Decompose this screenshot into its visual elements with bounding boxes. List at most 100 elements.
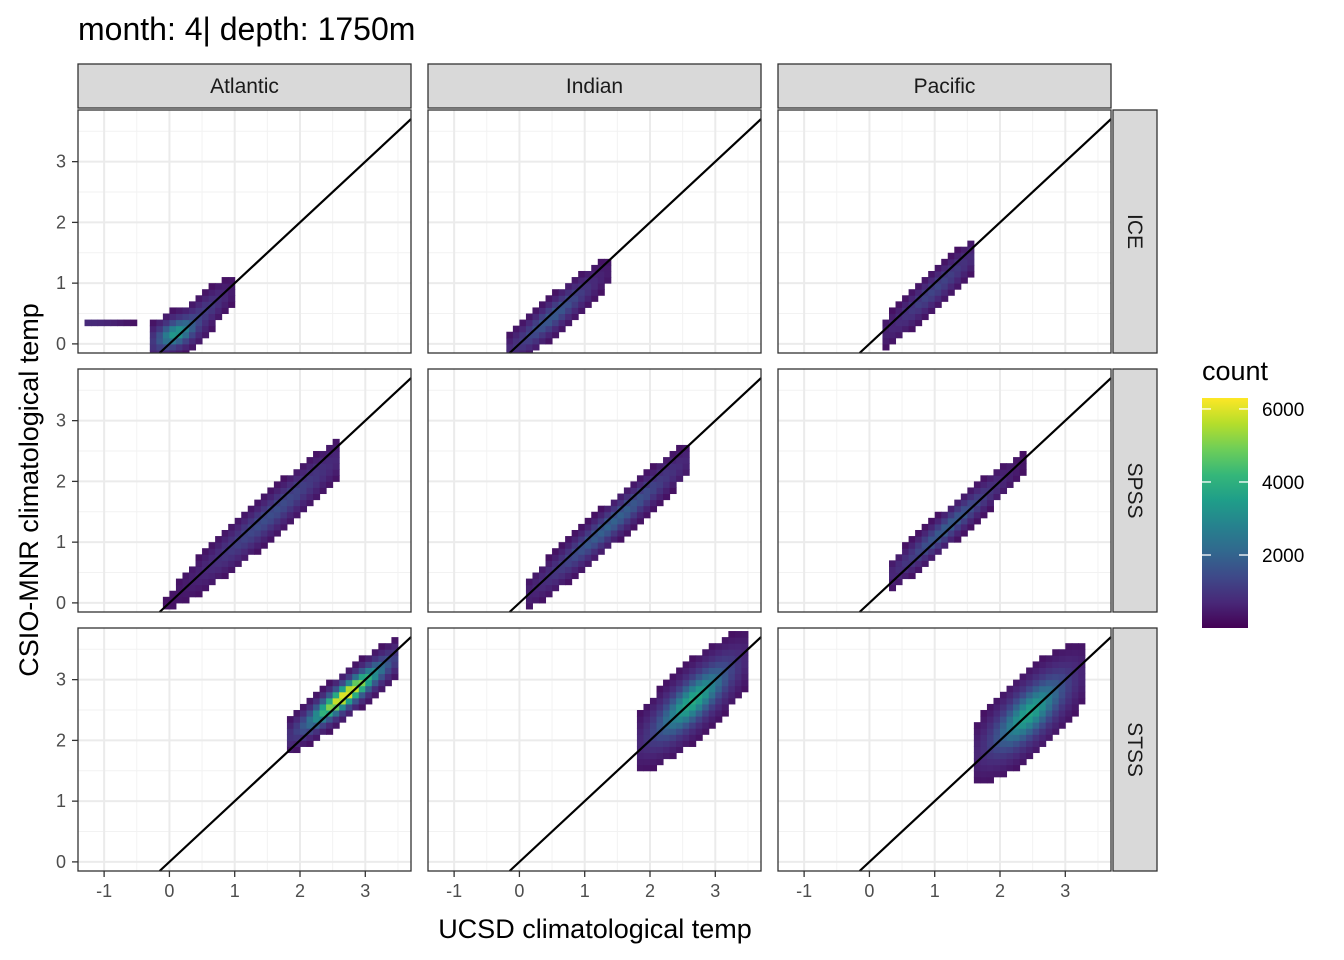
heatmap-cell [636, 734, 644, 741]
heatmap-cell [319, 685, 327, 693]
heatmap-cell [921, 560, 929, 567]
heatmap-cell [228, 295, 236, 302]
heatmap-cell [208, 307, 216, 315]
heatmap-cell [597, 277, 605, 284]
heatmap-cell [519, 349, 527, 354]
heatmap-cell [708, 710, 716, 717]
heatmap-cell [682, 740, 690, 747]
heatmap-cell [934, 283, 942, 290]
heatmap-cell [247, 542, 255, 549]
heatmap-cell [545, 578, 553, 586]
y-tick-label: 3 [56, 152, 66, 172]
heatmap-cell [319, 722, 327, 729]
legend: count 2000 4000 6000 [1202, 356, 1304, 628]
heatmap-cell [215, 566, 223, 574]
heatmap-cell [260, 542, 268, 549]
heatmap-cell [584, 301, 592, 308]
heatmap-cell [941, 536, 949, 543]
heatmap-cell [162, 313, 170, 321]
heatmap-cell [326, 722, 334, 729]
y-axis-title: CSIO-MNR climatological temp [14, 303, 44, 677]
heatmap-cell [326, 444, 334, 452]
heatmap-cell [702, 691, 710, 699]
x-tick-label: 1 [580, 881, 590, 901]
heatmap-cell [1052, 716, 1060, 723]
heatmap-cell [1058, 722, 1066, 729]
heatmap-cell [708, 673, 716, 681]
heatmap-cell [676, 697, 684, 705]
heatmap-cell [980, 770, 988, 778]
heatmap-cell [378, 679, 386, 687]
heatmap-cell [202, 331, 210, 339]
heatmap-cell [689, 691, 697, 699]
heatmap-cell [1006, 685, 1014, 693]
heatmap-cell [663, 728, 671, 735]
heatmap-cell [189, 343, 197, 351]
heatmap-cell [643, 475, 651, 482]
heatmap-cell [584, 295, 592, 302]
heatmap-cell [571, 572, 579, 580]
heatmap-cell [980, 511, 988, 519]
heatmap-cell [986, 770, 994, 778]
heatmap-cell [352, 673, 360, 681]
heatmap-cell [208, 289, 216, 296]
chart-title: month: 4| depth: 1750m [78, 11, 415, 47]
heatmap-cell [663, 746, 671, 754]
heatmap-cell [313, 710, 321, 717]
heatmap-cell [319, 710, 327, 717]
heatmap-cell [260, 529, 268, 537]
heatmap-cell [254, 529, 262, 537]
heatmap-cell [558, 542, 566, 549]
heatmap-cell [643, 746, 651, 754]
panel-background [778, 369, 1111, 612]
heatmap-cell [552, 295, 560, 302]
heatmap-cell [565, 536, 573, 543]
heatmap-cell [1032, 667, 1040, 675]
heatmap-cell [326, 728, 334, 735]
heatmap-cell [365, 679, 373, 687]
heatmap-cell [280, 523, 288, 531]
heatmap-cell [352, 667, 360, 675]
heatmap-cell [643, 505, 651, 513]
heatmap-cell [669, 710, 677, 717]
heatmap-cell [934, 289, 942, 296]
y-tick-label: 1 [56, 273, 66, 293]
heatmap-cell [702, 649, 710, 656]
panel-atlantic-spss [77, 368, 412, 613]
heatmap-cell [663, 752, 671, 760]
heatmap-cell [306, 463, 314, 470]
heatmap-cell [702, 661, 710, 668]
heatmap-cell [676, 728, 684, 735]
heatmap-cell [669, 734, 677, 741]
heatmap-cell [650, 469, 658, 476]
heatmap-cell [558, 295, 566, 302]
heatmap-cell [676, 679, 684, 687]
heatmap-cell [947, 283, 955, 290]
heatmap-cell [1032, 679, 1040, 687]
heatmap-cell [702, 679, 710, 687]
heatmap-cell [552, 325, 560, 333]
heatmap-cell [1013, 764, 1021, 772]
heatmap-cell [597, 529, 605, 537]
heatmap-cell [973, 776, 981, 784]
heatmap-cell [326, 481, 334, 488]
heatmap-cell [1006, 463, 1014, 470]
heatmap-cell [1065, 710, 1073, 717]
heatmap-cell [584, 560, 592, 567]
heatmap-cell [682, 661, 690, 668]
heatmap-cell [676, 703, 684, 711]
heatmap-cell [293, 716, 301, 723]
heatmap-cell [902, 554, 910, 561]
heatmap-cell [941, 523, 949, 531]
heatmap-cell [1045, 655, 1053, 662]
heatmap-cell [195, 590, 203, 598]
heatmap-cell [319, 728, 327, 735]
heatmap-cell [993, 722, 1001, 729]
heatmap-cell [921, 277, 929, 284]
panel-atlantic-ice [77, 109, 412, 354]
heatmap-cell [286, 499, 294, 507]
heatmap-cell [967, 270, 975, 278]
panel-background [78, 110, 411, 353]
heatmap-cell [656, 475, 664, 482]
heatmap-cell [319, 451, 327, 458]
